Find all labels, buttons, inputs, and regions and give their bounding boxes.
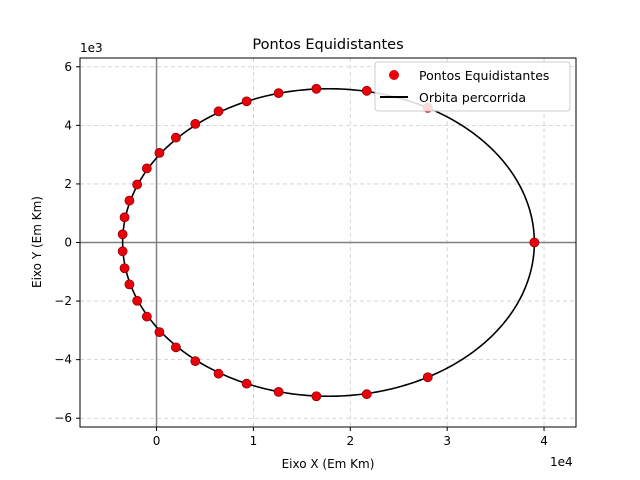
legend-box: [374, 61, 571, 112]
legend: Pontos Equidistantes Orbita percorrida: [374, 61, 571, 112]
data-point-3: [311, 83, 322, 94]
y-tick-label-4: 2: [64, 177, 72, 191]
data-point-13: [119, 212, 130, 223]
y-tick-label-5: 4: [64, 118, 72, 132]
data-point-0: [529, 237, 540, 248]
data-point-14: [117, 229, 128, 240]
data-point-4: [273, 88, 284, 99]
data-point-11: [132, 179, 143, 190]
chart-title: Pontos Equidistantes: [252, 37, 403, 53]
data-point-12: [124, 195, 135, 206]
x-tick-label-2: 2: [346, 434, 354, 448]
data-point-9: [154, 147, 165, 158]
zero-lines: [80, 58, 576, 427]
ticks: 0 1 2 3 4 −6 −4 −2 0 2 4 6: [54, 60, 548, 448]
y-tick-label-0: −6: [54, 411, 72, 425]
data-point-6: [213, 106, 224, 117]
data-point-5: [241, 96, 252, 107]
data-point-10: [141, 163, 152, 174]
x-tick-label-4: 4: [540, 434, 548, 448]
data-point-17: [124, 279, 135, 290]
x-offset-label: 1e4: [550, 455, 573, 469]
y-axis-label: Eixo Y (Em Km): [30, 196, 44, 288]
data-point-25: [273, 386, 284, 397]
data-point-27: [361, 389, 372, 400]
data-point-20: [154, 327, 165, 338]
legend-label-points: Pontos Equidistantes: [419, 68, 549, 83]
data-point-22: [190, 356, 201, 367]
y-tick-label-3: 0: [64, 236, 72, 250]
x-tick-label-1: 1: [250, 434, 258, 448]
x-tick-label-0: 0: [153, 434, 161, 448]
data-point-7: [190, 118, 201, 129]
data-point-21: [171, 342, 181, 353]
y-tick-label-2: −2: [54, 294, 72, 308]
legend-label-orbit: Orbita percorrida: [419, 90, 526, 105]
data-point-2: [361, 85, 372, 96]
x-axis-label: Eixo X (Em Km): [282, 457, 375, 471]
data-point-16: [119, 263, 130, 274]
data-point-28: [422, 372, 433, 383]
y-tick-label-1: −4: [54, 353, 72, 367]
y-tick-label-6: 6: [64, 60, 72, 74]
legend-marker-points: [389, 70, 399, 80]
data-point-19: [141, 311, 152, 322]
data-point-24: [241, 378, 252, 389]
y-offset-label: 1e3: [80, 41, 103, 55]
points-series: [117, 83, 540, 402]
data-point-18: [132, 295, 143, 306]
x-tick-label-3: 3: [443, 434, 451, 448]
data-point-26: [311, 391, 322, 402]
data-point-23: [213, 368, 224, 379]
data-point-8: [171, 132, 181, 143]
data-point-15: [117, 246, 128, 257]
